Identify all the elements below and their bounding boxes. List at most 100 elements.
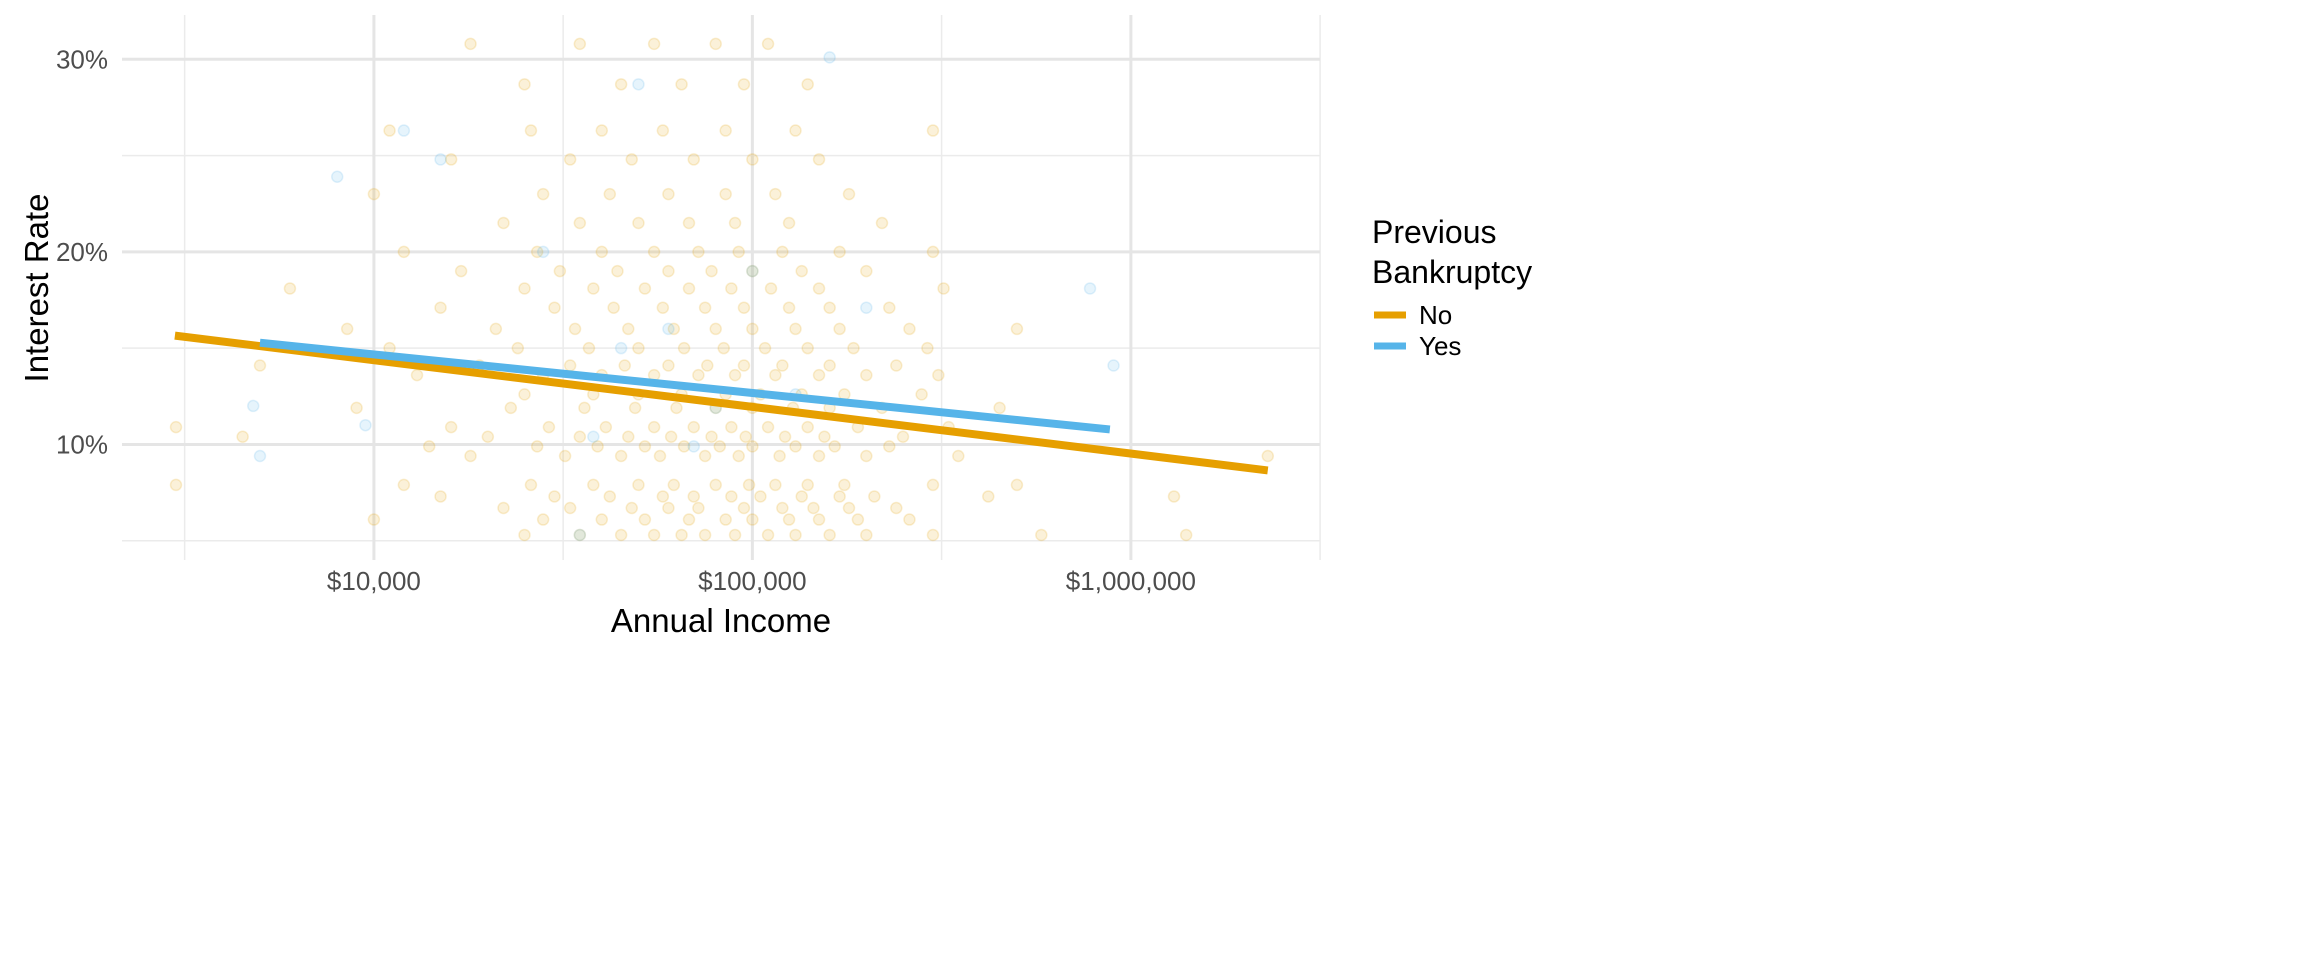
point-yes [687,440,701,453]
point-no [860,264,873,278]
point-no [801,420,814,434]
point-no [622,430,635,443]
point-no [818,430,831,443]
point-no [823,528,836,542]
point-no [746,264,759,278]
point-no [573,216,587,230]
point-no [518,78,531,91]
point-no [662,187,675,201]
x-tick-label: $100,000 [698,566,806,596]
trend-lines [174,331,1269,475]
point-no [497,501,510,515]
point-yes [434,153,447,166]
point-no [705,430,718,443]
point-no [236,430,249,443]
legend-title-line-1: Previous [1372,214,1497,250]
point-no [599,420,613,434]
point-no [732,449,745,463]
point-no [536,513,550,526]
point-no [573,528,587,542]
point-no [932,368,945,382]
point-no [728,528,742,542]
point-no [776,501,789,515]
point-no [746,440,759,453]
point-no [595,513,609,526]
point-no [656,124,670,137]
point-no [573,430,587,443]
point-no [618,359,631,372]
point-no [773,449,786,463]
point-no [842,187,856,201]
point-yes [823,51,836,64]
point-no [698,528,712,542]
point-no [926,478,940,492]
point-no [896,430,910,443]
point-no [687,490,701,503]
point-no [1261,449,1275,463]
point-no [833,490,846,503]
legend-title-line-2: Bankruptcy [1372,254,1532,290]
point-no [647,245,661,259]
point-no [851,513,865,526]
point-no [489,322,503,336]
point-no [982,490,995,503]
point-no [823,301,836,314]
point-no [746,322,759,336]
point-no [732,245,745,259]
point-no [497,216,510,230]
point-no [937,282,950,295]
point-no [625,501,638,515]
point-no [789,124,802,137]
point-no [789,440,802,453]
point-no [838,478,851,492]
point-no [647,37,661,51]
point-no [653,449,667,463]
point-no [687,153,701,166]
point-no [725,282,738,295]
point-no [611,264,624,278]
point-no [464,37,477,51]
point-no [801,78,814,91]
point-no [728,216,742,230]
point-no [530,440,544,453]
point-no [536,187,550,201]
point-no [434,490,447,503]
y-tick-label: 20% [56,237,108,267]
point-no [883,440,896,453]
point-no [725,490,738,503]
point-no [776,245,789,259]
point-no [524,478,538,492]
point-no [568,322,582,336]
y-tick-label: 30% [56,44,108,74]
point-no [701,359,714,372]
point-yes [253,449,267,463]
point-no [746,153,759,166]
point-no [1179,528,1193,542]
point-no [340,322,354,336]
point-yes [247,399,260,413]
point-no [833,322,846,336]
point-no [698,449,712,463]
point-no [1035,528,1048,542]
point-no [675,78,688,91]
point-no [769,478,782,492]
point-no [253,359,267,372]
point-no [530,245,544,259]
point-no [789,528,802,542]
point-no [812,513,826,526]
point-no [422,440,436,453]
point-no [921,341,934,355]
point-yes [359,418,372,432]
point-no [591,440,604,453]
point-no [705,264,718,278]
point-no [632,478,645,492]
y-axis-title: Interest Rate [18,194,55,383]
point-no [883,301,896,314]
point-no [713,440,727,453]
point-no [761,37,775,51]
point-no [769,187,782,201]
point-no [614,78,628,91]
x-tick-label: $1,000,000 [1066,566,1196,596]
point-no [542,420,556,434]
